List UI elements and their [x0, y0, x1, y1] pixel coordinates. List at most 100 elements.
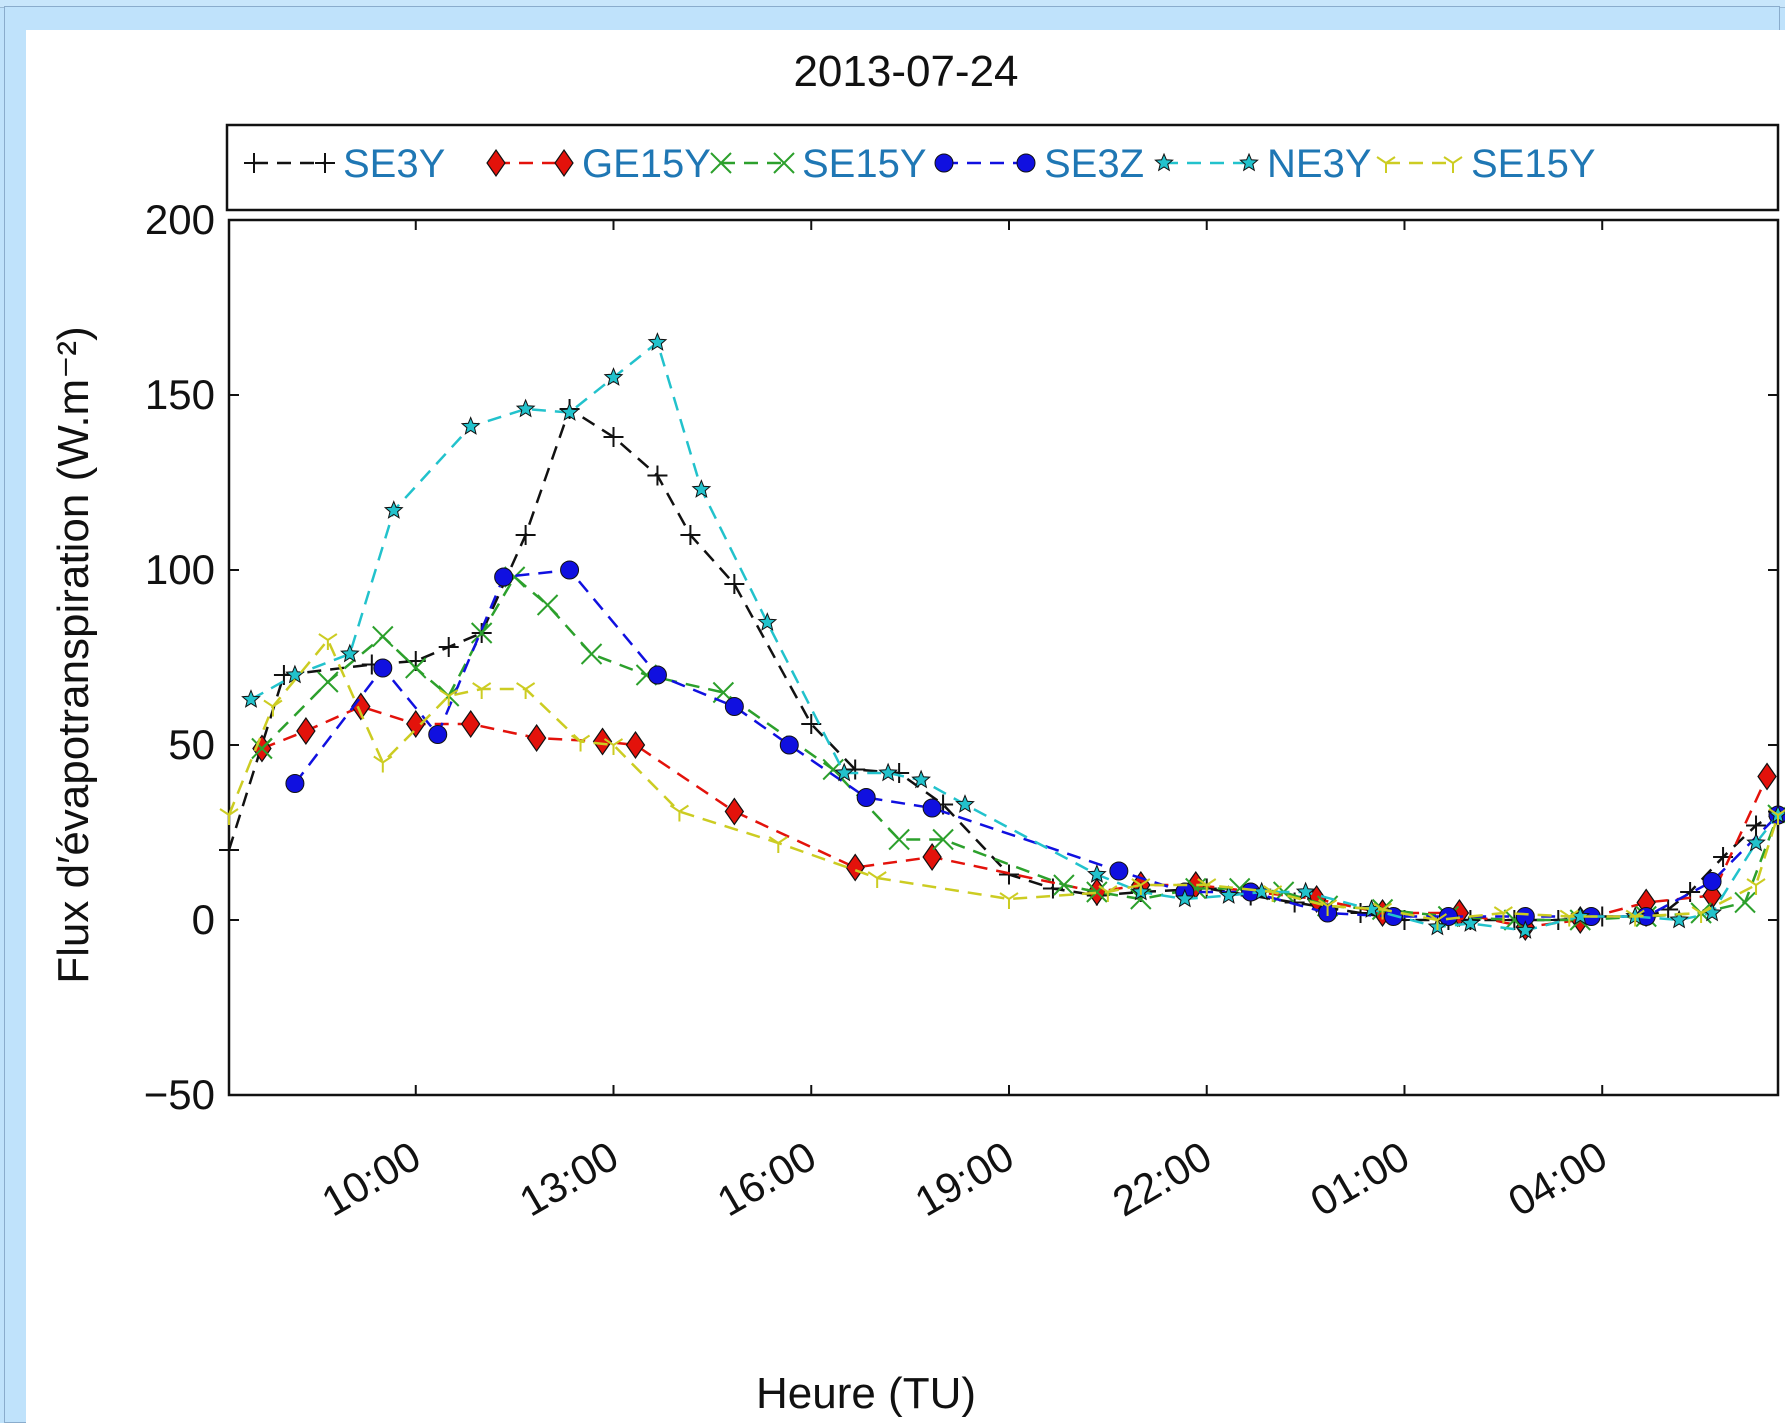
data-point — [647, 665, 667, 685]
data-point — [1086, 881, 1108, 903]
data-point — [691, 479, 712, 498]
data-point — [1746, 815, 1767, 836]
data-point — [406, 709, 426, 739]
legend-marker — [244, 153, 264, 173]
legend-marker — [934, 153, 954, 173]
data-point — [251, 737, 273, 760]
legend-marker — [1443, 156, 1463, 173]
data-point — [559, 402, 580, 421]
data-point — [285, 774, 305, 793]
data-point — [515, 398, 536, 418]
data-point — [383, 500, 404, 519]
data-point — [536, 594, 559, 616]
data-point — [1295, 881, 1316, 901]
data-point — [428, 725, 448, 744]
data-point — [373, 755, 393, 773]
x-tick-label: 19:00 — [907, 1132, 1022, 1225]
legend-label: SE3Y — [343, 142, 445, 186]
data-point — [526, 723, 547, 753]
legend-item: SE15Y — [710, 142, 927, 186]
data-point — [669, 804, 689, 822]
data-point — [373, 658, 393, 678]
data-point — [296, 716, 316, 746]
data-point — [647, 332, 668, 351]
data-point — [460, 709, 481, 739]
legend-marker — [1016, 153, 1036, 173]
y-axis-label: Flux d′évapotranspiration (W.m⁻²) — [49, 326, 98, 983]
series-3 — [285, 560, 1785, 926]
data-point — [1218, 885, 1239, 904]
data-point — [439, 689, 459, 706]
plot-frame — [227, 218, 1780, 1097]
data-point — [472, 682, 492, 699]
data-point — [241, 689, 261, 708]
legend-marker — [486, 148, 506, 178]
data-point — [757, 612, 778, 631]
legend-label: SE3Z — [1044, 142, 1144, 186]
data-point — [372, 625, 394, 648]
legend-marker — [554, 148, 574, 178]
data-point — [922, 842, 942, 872]
data-point — [1131, 878, 1151, 895]
data-point — [1109, 861, 1129, 881]
data-point — [516, 682, 536, 699]
data-point — [1427, 913, 1447, 930]
data-point — [1098, 885, 1118, 902]
data-point — [1515, 920, 1536, 939]
data-point — [724, 697, 744, 716]
data-point — [724, 574, 745, 594]
evapotranspiration-chart: 2013-07-24 SE3Y GE15Y SE15Y SE3Z NE3Y SE15Y −… — [49, 47, 1785, 1418]
data-point — [888, 828, 910, 851]
legend-marker — [1154, 152, 1174, 172]
legend-label: NE3Y — [1267, 142, 1372, 186]
data-point — [1263, 885, 1283, 902]
legend-item: GE15Y — [486, 142, 711, 186]
data-point — [955, 794, 975, 813]
data-point — [1691, 906, 1711, 923]
data-point — [922, 798, 942, 818]
data-point — [856, 788, 876, 807]
data-point — [999, 892, 1019, 909]
x-tick-label: 10:00 — [314, 1132, 429, 1225]
legend-box — [225, 123, 1780, 212]
legend: SE3Y GE15Y SE15Y SE3Z NE3Y SE15Y — [225, 123, 1780, 212]
data-point — [318, 633, 338, 650]
data-point — [219, 808, 239, 825]
legend-marker — [1239, 152, 1259, 172]
data-point — [494, 567, 514, 587]
chart-title: 2013-07-24 — [793, 47, 1018, 96]
data-point — [911, 769, 931, 789]
data-point — [1438, 907, 1458, 926]
x-tick-label: 04:00 — [1500, 1132, 1615, 1225]
data-point — [647, 465, 668, 486]
legend-marker — [1376, 156, 1396, 173]
data-point — [779, 735, 799, 755]
y-tick-label: 100 — [145, 546, 215, 593]
y-tick-label: 0 — [192, 896, 215, 943]
legend-item: SE15Y — [1376, 142, 1596, 186]
data-point — [592, 727, 613, 756]
data-point — [560, 560, 580, 580]
plot-area: −50 0 50 100 150 200 10:00 13:00 16:00 19:00 22:0… — [144, 196, 1785, 1225]
data-point — [470, 622, 493, 644]
data-point — [878, 762, 898, 782]
data-point — [1734, 891, 1756, 914]
data-point — [405, 657, 427, 679]
y-tick-label: 150 — [145, 371, 215, 418]
data-point — [834, 762, 855, 782]
data-point — [845, 853, 865, 882]
data-point — [1087, 864, 1107, 883]
data-point — [570, 734, 591, 752]
x-tick-label: 01:00 — [1302, 1132, 1417, 1225]
data-point — [1197, 878, 1217, 895]
x-tick-label: 13:00 — [511, 1132, 626, 1225]
data-point — [603, 738, 624, 755]
legend-label: SE15Y — [1471, 142, 1596, 186]
data-point — [1625, 909, 1645, 927]
x-tick-label: 22:00 — [1105, 1132, 1220, 1225]
data-point — [768, 836, 788, 853]
data-point — [351, 692, 371, 721]
figure-canvas: 2013-07-24 SE3Y GE15Y SE15Y SE3Z NE3Y SE15Y −… — [26, 30, 1785, 1423]
data-point — [867, 871, 887, 888]
data-point — [1372, 902, 1393, 920]
